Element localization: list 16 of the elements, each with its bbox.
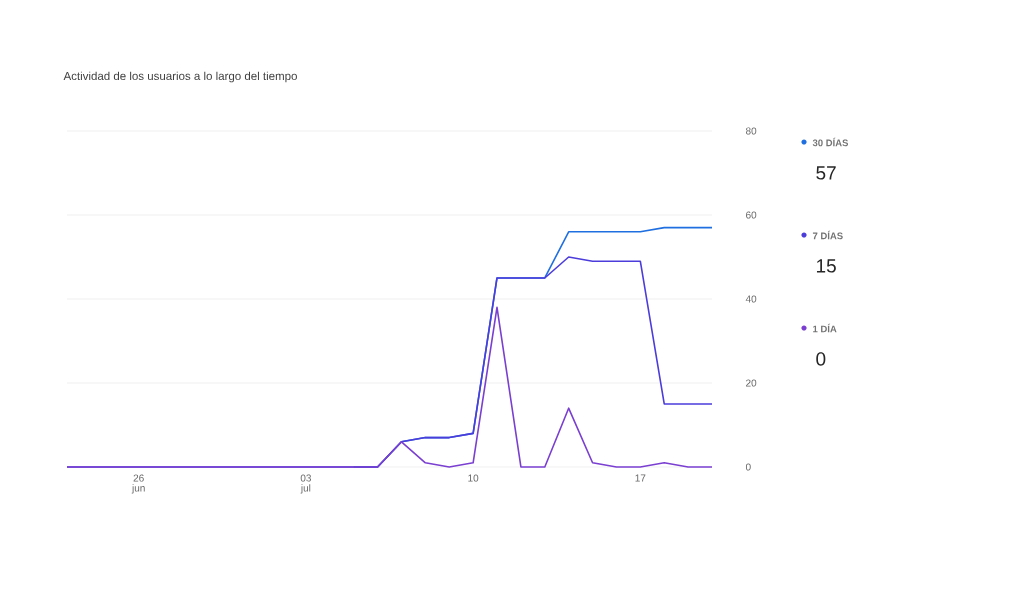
x-tick-label: 03 jul <box>300 474 311 494</box>
legend-label: 1 DÍA <box>813 323 837 333</box>
y-tick-label: 40 <box>745 295 757 303</box>
text: 0 <box>816 352 826 366</box>
x-tick-label: 17 <box>635 474 646 482</box>
x-tick-label: 26 jun <box>131 474 145 494</box>
y-tick-label: 20 <box>746 379 757 387</box>
text: 57 <box>816 166 836 180</box>
x-tick-label: 10 <box>468 474 479 482</box>
y-tick-label: 80 <box>745 127 757 135</box>
text: 15 <box>816 259 836 273</box>
y-tick-label: 0 <box>745 463 751 471</box>
y-tick-label: 60 <box>746 211 757 219</box>
legend-label: 7 DÍAS <box>812 230 843 240</box>
legend-label: 30 DÍAS <box>812 137 849 147</box>
chart-title: Actividad de los usuarios a lo largo del tiempo <box>63 71 297 83</box>
